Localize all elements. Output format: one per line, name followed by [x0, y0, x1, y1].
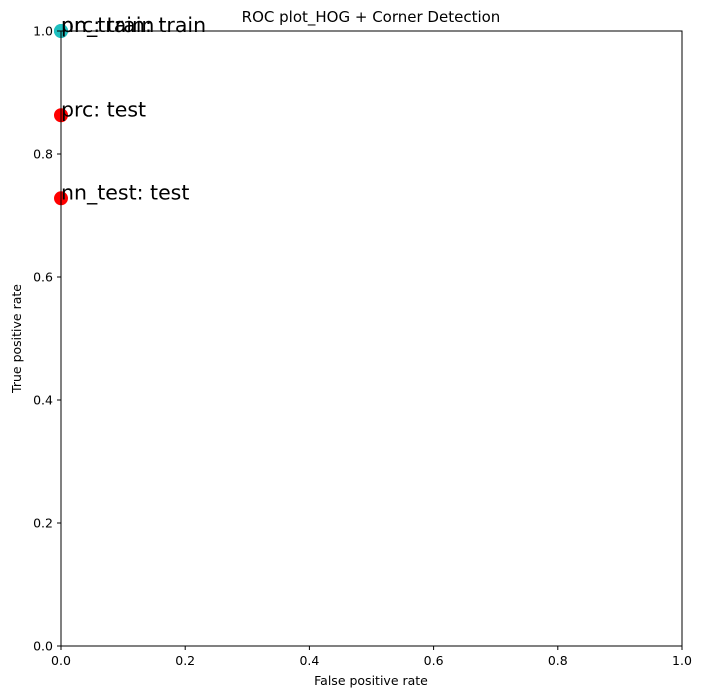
y-tick-label: 1.0 — [33, 24, 53, 39]
x-tick-label: 0.4 — [299, 653, 319, 668]
x-tick-label: 0.2 — [175, 653, 195, 668]
plot-frame — [60, 30, 683, 647]
y-tick-label: 0.4 — [33, 393, 53, 408]
x-axis-ticks: 0.0 0.2 0.4 0.6 0.8 1.0 — [51, 646, 692, 668]
x-tick-label: 1.0 — [672, 653, 692, 668]
point-label: nn_test: test — [61, 180, 189, 205]
point-label: prc: train — [61, 13, 154, 37]
y-tick-label: 0.6 — [33, 270, 53, 285]
point-label: nn_train: train — [61, 13, 206, 38]
x-axis-label: False positive rate — [314, 673, 428, 688]
chart-title: ROC plot_HOG + Corner Detection — [242, 8, 501, 27]
x-tick-label: 0.0 — [51, 653, 71, 668]
point-label: prc: test — [61, 97, 146, 121]
y-tick-label: 0.2 — [33, 516, 53, 531]
y-axis-ticks: 0.0 0.2 0.4 0.6 0.8 1.0 — [33, 24, 61, 654]
y-tick-label: 0.8 — [33, 147, 53, 162]
y-tick-label: 0.0 — [33, 639, 53, 654]
x-tick-label: 0.6 — [424, 653, 444, 668]
x-tick-label: 0.8 — [548, 653, 568, 668]
y-axis-label: True positive rate — [9, 284, 24, 394]
